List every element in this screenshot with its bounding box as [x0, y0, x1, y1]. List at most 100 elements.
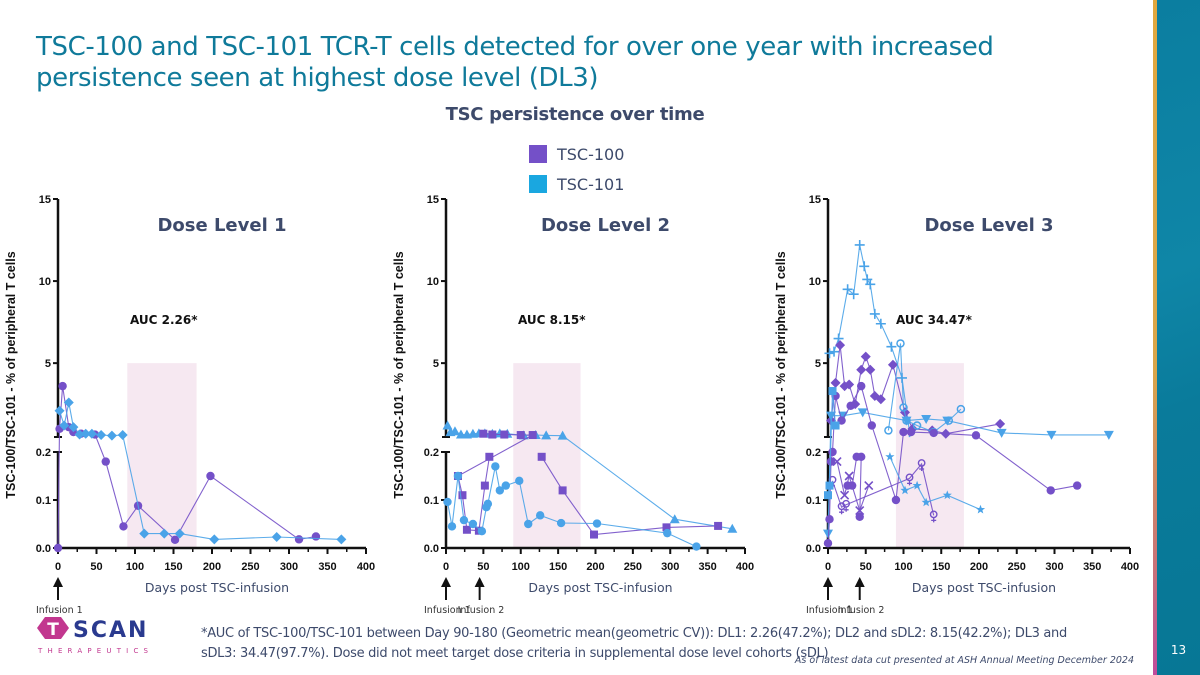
- infusion-label: Infusion 2: [458, 605, 505, 616]
- data-point: [1103, 430, 1114, 440]
- y-tick-label: 5: [45, 358, 51, 370]
- series-tsc-101-pt2: [443, 462, 701, 551]
- data-point: [170, 535, 180, 545]
- data-point: [929, 510, 938, 523]
- auc-annotation: AUC 34.47*: [896, 313, 973, 327]
- series-line: [827, 411, 1109, 534]
- y-tick-label: 10: [39, 276, 51, 288]
- data-point: [101, 457, 110, 466]
- data-point: [592, 519, 602, 528]
- y-tick-label: 5: [433, 358, 439, 370]
- logo-hexagon-icon: [37, 617, 69, 639]
- data-point: [844, 471, 854, 481]
- x-tick-label: 150: [932, 561, 950, 573]
- data-point: [528, 431, 537, 440]
- data-point: [1072, 481, 1082, 490]
- legend-swatch-tsc101: [529, 175, 547, 193]
- logo-initial: T: [47, 620, 59, 640]
- series-tsc-101-plus: [824, 239, 915, 438]
- data-point: [58, 381, 67, 391]
- series-line: [829, 244, 911, 433]
- y-axis-label: TSC-100/TSC-101 - % of peripheral T cell…: [774, 251, 788, 498]
- data-point: [860, 351, 871, 362]
- x-tick-label: 50: [90, 561, 102, 573]
- series-line: [889, 456, 981, 511]
- x-tick-label: 400: [736, 561, 754, 573]
- auc-annotation: AUC 8.15*: [518, 313, 586, 327]
- data-point: [971, 431, 981, 440]
- x-tick-label: 200: [970, 561, 988, 573]
- data-point: [856, 364, 867, 375]
- y-tick-label: 15: [809, 194, 821, 206]
- data-point: [515, 476, 524, 485]
- highlight-window-day90-180: [513, 363, 581, 548]
- data-point: [535, 511, 545, 520]
- data-point: [975, 504, 986, 514]
- series-tsc-100-diamond: [826, 340, 1006, 439]
- data-point: [906, 427, 916, 437]
- x-tick-label: 150: [549, 561, 567, 573]
- data-point-stem: [843, 506, 849, 512]
- x-tick-label: 50: [477, 561, 489, 573]
- data-point: [442, 420, 453, 430]
- x-axis-label: Days post TSC-infusion: [912, 580, 1056, 595]
- infusion-arrowhead-icon: [823, 577, 833, 587]
- y-tick-label: 0.1: [806, 495, 821, 507]
- series-line: [827, 390, 837, 496]
- sidebar-accent-stripe: [1153, 0, 1157, 675]
- x-tick-label: 350: [698, 561, 716, 573]
- x-tick-label: 0: [825, 561, 831, 573]
- x-tick-label: 350: [1083, 561, 1101, 573]
- data-point: [869, 308, 880, 319]
- x-tick-label: 150: [164, 561, 182, 573]
- data-point: [500, 430, 509, 439]
- y-tick-label: 0.2: [806, 447, 821, 459]
- series-line: [57, 386, 316, 549]
- data-point: [501, 481, 510, 490]
- y-tick-label: 0.2: [424, 447, 439, 459]
- data-point: [558, 486, 567, 495]
- data-point: [271, 531, 282, 542]
- data-point-stem: [907, 480, 913, 486]
- x-tick-label: 300: [280, 561, 298, 573]
- data-point: [896, 339, 905, 348]
- y-tick-label: 10: [427, 276, 439, 288]
- data-point: [864, 481, 874, 491]
- y-axis-label: TSC-100/TSC-101 - % of peripheral T cell…: [392, 251, 406, 498]
- x-tick-label: 100: [894, 561, 912, 573]
- x-tick-label: 350: [318, 561, 336, 573]
- data-point: [842, 284, 853, 295]
- x-tick-label: 0: [443, 561, 449, 573]
- data-point: [891, 495, 901, 505]
- legend-swatch-tsc100: [529, 145, 547, 163]
- data-point: [885, 452, 895, 461]
- data-point: [106, 430, 117, 441]
- chart-panel-3: Dose Level 3 AUC 34.47* TSC-100/TSC-101 - …: [774, 194, 1139, 616]
- legend-item-tsc100: TSC-100: [529, 139, 624, 169]
- data-point: [855, 512, 864, 521]
- data-point: [453, 471, 463, 481]
- y-tick-label: 10: [809, 276, 821, 288]
- series-line: [446, 425, 733, 530]
- data-point: [86, 428, 97, 439]
- data-point: [68, 422, 79, 433]
- data-point: [663, 528, 672, 538]
- data-point: [912, 421, 922, 430]
- x-tick-label: 400: [357, 561, 375, 573]
- data-point: [996, 428, 1007, 438]
- y-tick-label: 0.1: [424, 495, 439, 507]
- data-point: [516, 431, 525, 440]
- x-tick-label: 0: [55, 561, 61, 573]
- data-point: [541, 430, 552, 440]
- data-point: [830, 377, 841, 388]
- data-point: [336, 534, 347, 545]
- charts-area: Dose Level 1 AUC 2.26* TSC-100/TSC-101 - %…: [4, 194, 1139, 616]
- legend-label: TSC-101: [557, 174, 625, 194]
- data-point: [53, 543, 63, 553]
- data-point: [662, 523, 671, 532]
- infusion-arrowhead-icon: [53, 577, 63, 587]
- data-point: [206, 471, 215, 481]
- y-axis-label: TSC-100/TSC-101 - % of peripheral T cell…: [4, 251, 18, 498]
- series-tsc-100-cross: [832, 457, 874, 516]
- data-point: [468, 519, 478, 529]
